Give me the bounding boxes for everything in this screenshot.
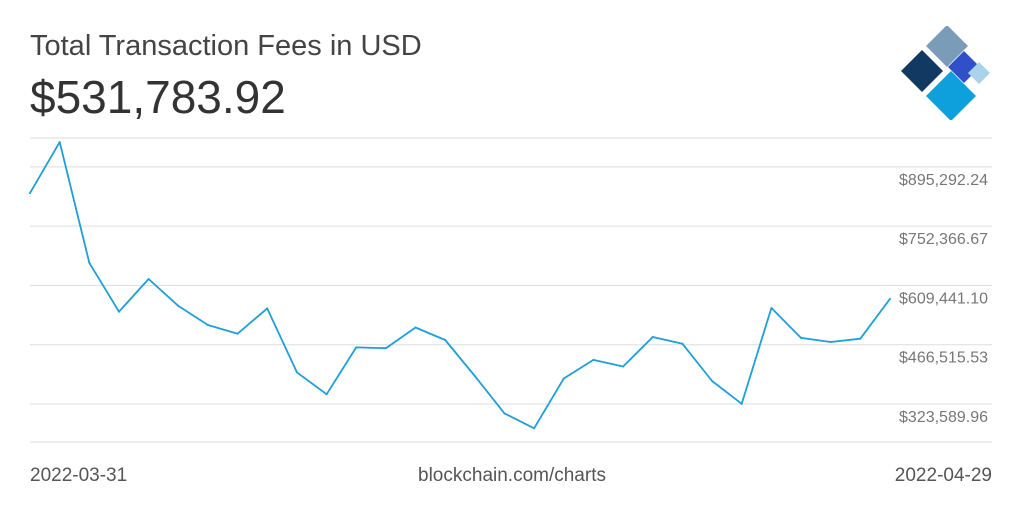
- data-point: [889, 297, 891, 300]
- chart-title: Total Transaction Fees in USD: [30, 30, 422, 62]
- data-point: [740, 402, 743, 405]
- data-point: [58, 141, 61, 144]
- data-point: [651, 336, 654, 339]
- data-point: [473, 375, 476, 378]
- logo-square-dark: [901, 50, 943, 92]
- data-point: [562, 377, 565, 380]
- data-point: [533, 427, 536, 430]
- data-point: [444, 338, 447, 341]
- data-point: [88, 261, 91, 264]
- data-point: [592, 358, 595, 361]
- y-tick-label: $895,292.24: [899, 172, 988, 189]
- data-point: [384, 347, 387, 350]
- data-point: [147, 277, 150, 280]
- y-tick-label: $323,589.96: [899, 409, 988, 426]
- data-point: [770, 307, 773, 310]
- data-point: [236, 332, 239, 335]
- data-point: [859, 337, 862, 340]
- data-point: [206, 324, 209, 327]
- series-line: [29, 141, 891, 430]
- data-point: [800, 336, 803, 339]
- logo-square-cyan: [926, 71, 976, 120]
- y-tick-label: $752,366.67: [899, 231, 988, 248]
- data-point: [414, 326, 417, 329]
- data-point: [622, 365, 625, 368]
- y-tick-label: $466,515.53: [899, 350, 988, 367]
- data-point: [117, 310, 120, 313]
- y-tick-label: $609,441.10: [899, 290, 988, 307]
- data-point: [295, 371, 298, 374]
- start-date-label: 2022-03-31: [30, 465, 128, 486]
- data-point: [29, 192, 31, 195]
- data-point: [829, 341, 832, 344]
- data-point: [681, 342, 684, 345]
- current-value: $531,783.92: [30, 71, 286, 123]
- data-point: [266, 307, 269, 310]
- blockchain-logo-icon: [901, 26, 990, 120]
- data-point: [177, 304, 180, 307]
- logo-square-lightblue: [968, 62, 990, 84]
- data-point: [325, 393, 328, 396]
- logo-square-gray: [926, 26, 968, 67]
- end-date-label: 2022-04-29: [894, 465, 992, 486]
- data-point: [711, 380, 714, 383]
- source-label: blockchain.com/charts: [418, 465, 606, 486]
- data-point: [503, 412, 506, 415]
- data-point: [355, 346, 358, 349]
